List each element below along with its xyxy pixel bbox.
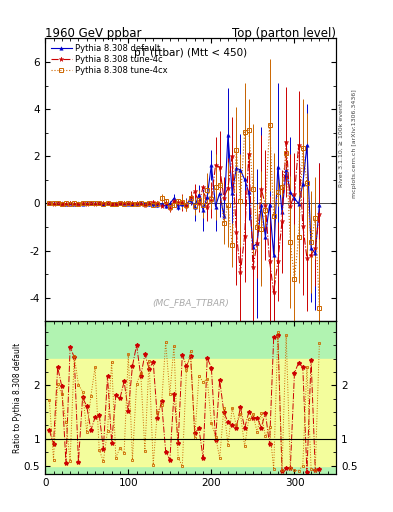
Pythia 8.308 default xyxy=(271,252,276,258)
Text: 1960 GeV ppbar: 1960 GeV ppbar xyxy=(45,27,142,39)
Pythia 8.308 tune-4cx xyxy=(47,200,52,206)
Pythia 8.308 tune-4c xyxy=(167,205,172,211)
Pythia 8.308 tune-4c xyxy=(317,211,322,217)
Pythia 8.308 tune-4cx xyxy=(163,198,168,204)
Pythia 8.308 tune-4c xyxy=(259,186,264,192)
Pythia 8.308 tune-4c xyxy=(114,201,118,207)
Line: Pythia 8.308 tune-4c: Pythia 8.308 tune-4c xyxy=(47,139,322,294)
Pythia 8.308 default xyxy=(317,202,322,208)
Line: Pythia 8.308 tune-4cx: Pythia 8.308 tune-4cx xyxy=(48,123,321,309)
Pythia 8.308 default xyxy=(167,201,172,207)
Pythia 8.308 default xyxy=(226,132,230,138)
Pythia 8.308 tune-4c xyxy=(271,289,276,295)
Pythia 8.308 default xyxy=(114,200,118,206)
Pythia 8.308 tune-4cx xyxy=(259,226,264,232)
Text: Top (parton level): Top (parton level) xyxy=(232,27,336,39)
Pythia 8.308 tune-4cx xyxy=(114,201,118,207)
Pythia 8.308 tune-4c xyxy=(130,200,135,206)
Pythia 8.308 tune-4cx xyxy=(300,145,305,151)
Y-axis label: Ratio to Pythia 8.308 default: Ratio to Pythia 8.308 default xyxy=(13,343,22,453)
Pythia 8.308 default xyxy=(130,201,135,207)
Pythia 8.308 tune-4c xyxy=(68,200,72,206)
Text: pT (ttbar) (Mtt < 450): pT (ttbar) (Mtt < 450) xyxy=(134,48,247,58)
Pythia 8.308 tune-4cx xyxy=(267,122,272,128)
Text: Rivet 3.1.10, ≥ 100k events: Rivet 3.1.10, ≥ 100k events xyxy=(339,99,344,187)
Pythia 8.308 tune-4cx xyxy=(68,201,72,207)
Pythia 8.308 tune-4c xyxy=(47,200,52,206)
Pythia 8.308 default xyxy=(47,200,52,206)
Pythia 8.308 default xyxy=(163,203,168,209)
Pythia 8.308 default xyxy=(68,200,72,206)
Pythia 8.308 tune-4c xyxy=(284,139,288,145)
Line: Pythia 8.308 default: Pythia 8.308 default xyxy=(48,133,321,257)
Text: mcplots.cern.ch [arXiv:1306.3436]: mcplots.cern.ch [arXiv:1306.3436] xyxy=(352,89,357,198)
Text: (MC_FBA_TTBAR): (MC_FBA_TTBAR) xyxy=(152,298,229,307)
Legend: Pythia 8.308 default, Pythia 8.308 tune-4c, Pythia 8.308 tune-4cx: Pythia 8.308 default, Pythia 8.308 tune-… xyxy=(50,42,169,77)
Pythia 8.308 default xyxy=(263,233,268,240)
Pythia 8.308 tune-4cx xyxy=(130,201,135,207)
Pythia 8.308 tune-4cx xyxy=(317,305,322,311)
Pythia 8.308 tune-4c xyxy=(163,200,168,206)
